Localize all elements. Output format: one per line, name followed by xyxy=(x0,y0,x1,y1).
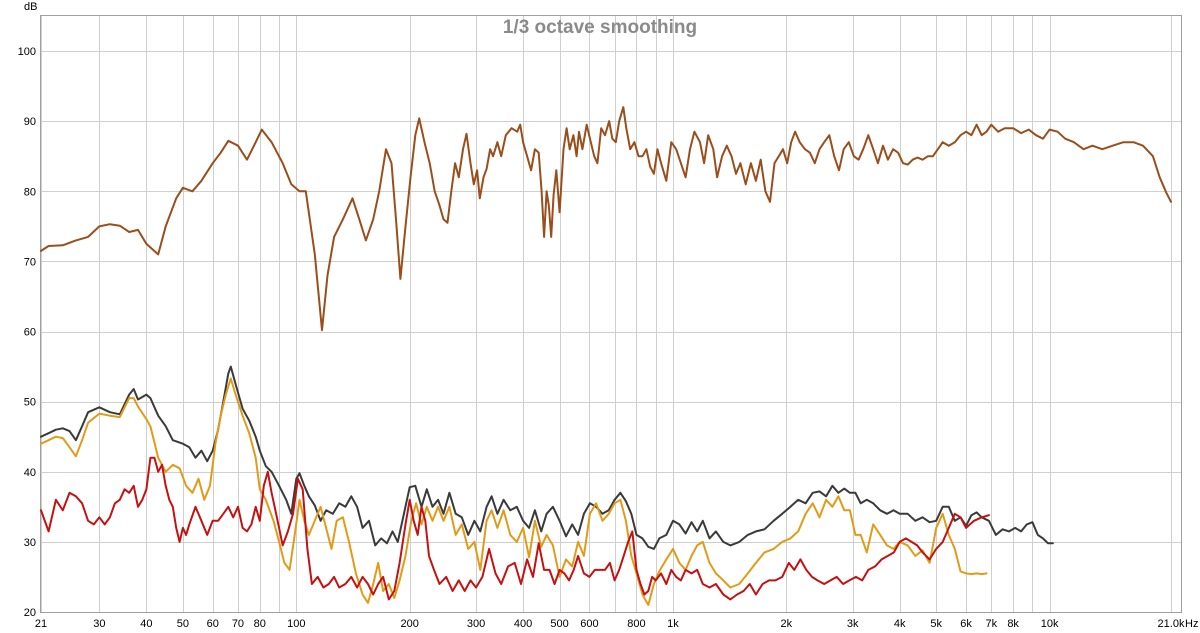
x-tick-label: 5k xyxy=(930,618,942,630)
x-tick-label: 70 xyxy=(232,618,244,630)
plot-frame xyxy=(40,15,1182,613)
x-tick-label: 500 xyxy=(550,618,568,630)
y-tick-label: 70 xyxy=(24,256,36,268)
x-tick-label: 50 xyxy=(177,618,189,630)
y-axis-label: dB xyxy=(24,1,37,13)
x-tick-label: 100 xyxy=(287,618,305,630)
y-axis-ticks: 20 30 40 50 60 70 80 90 100 xyxy=(18,46,36,619)
x-tick-label: 4k xyxy=(894,618,906,630)
y-tick-label: 50 xyxy=(24,397,36,409)
x-tick-label: 80 xyxy=(254,618,266,630)
x-tick-label: 200 xyxy=(401,618,419,630)
x-tick-label: 30 xyxy=(93,618,105,630)
series-line-2 xyxy=(40,365,1054,550)
y-tick-label: 90 xyxy=(24,116,36,128)
series-layer xyxy=(40,106,1172,606)
x-axis-unit: Hz xyxy=(1185,618,1198,630)
x-tick-label: 3k xyxy=(847,618,859,630)
gridlines xyxy=(41,16,1181,613)
x-tick-label: 2k xyxy=(781,618,793,630)
y-tick-label: 100 xyxy=(18,46,36,58)
x-tick-label: 1k xyxy=(667,618,679,630)
x-tick-label: 7k xyxy=(985,618,997,630)
x-tick-label: 40 xyxy=(140,618,152,630)
x-tick-label: 400 xyxy=(514,618,532,630)
x-tick-label: 6k xyxy=(960,618,972,630)
y-tick-label: 80 xyxy=(24,186,36,198)
x-tick-label: 10k xyxy=(1041,618,1059,630)
x-tick-label: 300 xyxy=(467,618,485,630)
x-tick-label: 8k xyxy=(1007,618,1019,630)
x-tick-label: 600 xyxy=(580,618,598,630)
y-tick-label: 60 xyxy=(24,327,36,339)
y-tick-label: 30 xyxy=(24,537,36,549)
x-axis-ticks: 21 30 40 50 60 70 80 100 200 300 400 500 600 800 1k 2k 3… xyxy=(35,618,1185,630)
series-line-1 xyxy=(40,106,1172,332)
x-tick-label: 21 xyxy=(35,618,47,630)
series-line-4 xyxy=(40,456,990,601)
y-tick-label: 40 xyxy=(24,467,36,479)
x-tick-label: 21.0k xyxy=(1158,618,1185,630)
x-tick-label: 60 xyxy=(207,618,219,630)
series-line-3 xyxy=(40,377,988,606)
y-tick-label: 20 xyxy=(24,607,36,619)
chart-title: 1/3 octave smoothing xyxy=(503,17,697,38)
x-tick-label: 800 xyxy=(627,618,645,630)
